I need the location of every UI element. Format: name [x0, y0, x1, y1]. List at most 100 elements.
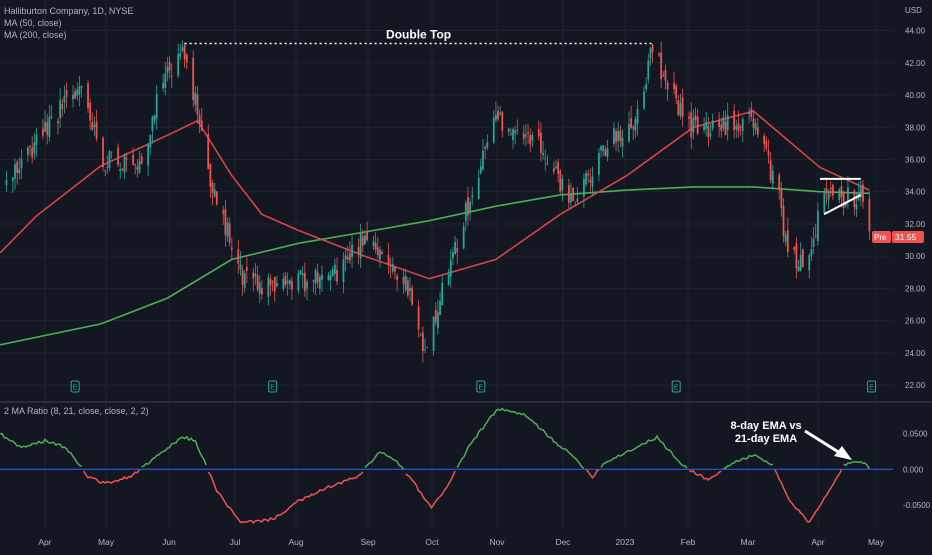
grid — [0, 0, 893, 530]
candle — [282, 272, 285, 292]
candle — [224, 200, 227, 247]
candle-body — [600, 146, 602, 151]
candle — [606, 140, 609, 162]
candle-body — [514, 130, 517, 134]
candle — [329, 270, 332, 291]
earnings-marker-letter: E — [869, 385, 874, 392]
candle-body — [619, 130, 622, 142]
candle — [585, 170, 587, 188]
candle — [215, 190, 218, 206]
time-axis[interactable]: Apr May Jun Jul Aug Sep Oct Nov Dec 2023 Feb Mar Apr… — [38, 537, 884, 547]
candle — [827, 189, 830, 210]
candle-body — [241, 270, 244, 285]
candle-body — [462, 226, 465, 249]
candle-body — [509, 133, 512, 135]
candle-body — [726, 115, 729, 131]
candle — [735, 119, 738, 139]
candle-body — [555, 166, 557, 169]
candle — [449, 249, 452, 288]
candles[interactable] — [5, 40, 871, 363]
candle-body — [767, 150, 770, 156]
candle-body — [357, 247, 360, 255]
candle — [117, 143, 119, 168]
candle-body — [349, 253, 351, 261]
candle-body — [658, 53, 660, 56]
candle — [501, 110, 504, 138]
price-badge-value: 31.55 — [895, 232, 917, 242]
price-tick-label: 34.00 — [905, 188, 926, 197]
candle — [509, 127, 512, 136]
candle — [185, 53, 188, 70]
candle-body — [705, 121, 708, 129]
candle-body — [288, 279, 291, 285]
candle — [527, 123, 529, 144]
candle-body — [630, 118, 633, 128]
candle-body — [104, 170, 107, 171]
earnings-marker-letter: E — [73, 385, 78, 392]
candle — [462, 222, 465, 250]
candle-body — [540, 132, 542, 154]
candle — [286, 272, 289, 296]
candle-body — [456, 247, 459, 253]
candle — [660, 41, 663, 89]
candle — [814, 223, 817, 239]
candle-body — [437, 312, 439, 329]
candle-body — [471, 195, 474, 198]
candle-body — [207, 134, 210, 169]
candle — [314, 267, 317, 296]
indicator-legend: 2 MA Ratio (8, 21, close, close, 2, 2) — [4, 406, 149, 416]
candle-body — [366, 231, 368, 241]
candle-body — [617, 130, 620, 141]
candle — [688, 111, 690, 132]
candle-body — [33, 142, 36, 154]
candle-body — [153, 115, 156, 121]
candle — [346, 245, 349, 264]
candle-body — [80, 86, 83, 88]
candle — [46, 114, 49, 145]
candle — [349, 240, 351, 265]
candle — [164, 62, 167, 96]
candle-body — [168, 61, 171, 71]
earnings-marker-icon: E — [70, 380, 80, 393]
candle — [677, 95, 680, 117]
candle — [778, 172, 781, 200]
candle — [91, 112, 94, 131]
candle — [664, 64, 667, 90]
candle — [194, 86, 197, 112]
candle — [181, 40, 184, 53]
candle-body — [771, 170, 774, 184]
candle — [531, 131, 534, 148]
candle — [780, 182, 783, 217]
price-tick-label: 30.00 — [905, 252, 926, 261]
candle-body — [314, 269, 317, 284]
candle — [634, 116, 637, 139]
candle — [11, 177, 14, 193]
candle — [801, 248, 804, 268]
candle-body — [844, 202, 847, 206]
candle-body — [501, 112, 504, 131]
price-tick-label: 36.00 — [905, 155, 926, 164]
candle-body — [411, 288, 414, 305]
candle — [394, 266, 396, 280]
candle — [361, 229, 364, 253]
time-tick-label: Jun — [162, 537, 176, 547]
candle — [331, 266, 334, 278]
candle — [20, 148, 23, 180]
candle — [179, 43, 182, 61]
candle-body — [87, 83, 89, 109]
candle-body — [720, 124, 723, 131]
time-tick-label: Feb — [681, 537, 696, 547]
ratio-line-positive — [0, 407, 871, 470]
candle — [59, 88, 62, 129]
candle — [797, 259, 800, 272]
candle-body — [816, 210, 819, 242]
candle — [868, 191, 871, 241]
candle-body — [269, 278, 272, 286]
candle — [258, 274, 261, 304]
earnings-marker-icon: E — [671, 380, 681, 393]
candle-body — [561, 178, 564, 191]
candle — [27, 146, 29, 162]
candle-body — [479, 166, 482, 173]
